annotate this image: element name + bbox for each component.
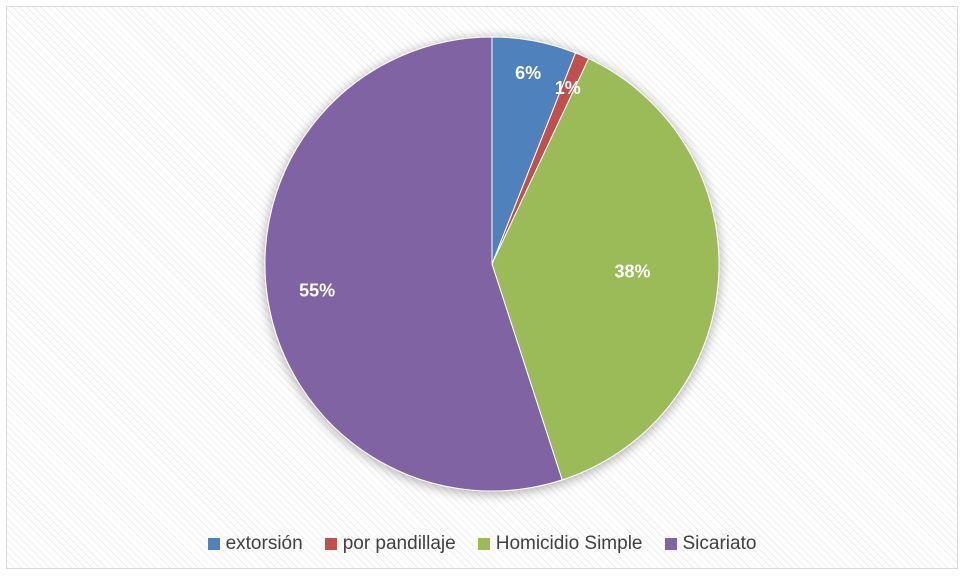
legend: extorsión por pandillaje Homicidio Simpl…	[7, 533, 957, 555]
data-label: 6%	[515, 63, 541, 83]
legend-swatch	[324, 538, 337, 550]
legend-item: por pandillaje	[324, 533, 456, 555]
legend-item: Sicariato	[664, 533, 757, 555]
legend-label: Sicariato	[682, 533, 757, 554]
legend-swatch	[207, 538, 220, 550]
data-label: 38%	[614, 262, 650, 282]
chart-area: 6% 1% 38% 55% extorsión por pandillaje Homi…	[6, 6, 958, 569]
legend-item: Homicidio Simple	[477, 533, 643, 555]
legend-label: por pandillaje	[342, 533, 456, 554]
data-label: 55%	[299, 280, 335, 300]
pie-slice	[491, 57, 720, 481]
pie-slice	[264, 36, 563, 492]
legend-swatch	[477, 538, 490, 550]
legend-item: extorsión	[207, 533, 303, 555]
legend-label: Homicidio Simple	[495, 533, 643, 554]
pie-chart: 6% 1% 38% 55%	[264, 36, 720, 492]
legend-swatch	[664, 538, 677, 550]
data-label: 1%	[555, 78, 581, 98]
legend-label: extorsión	[225, 533, 303, 554]
